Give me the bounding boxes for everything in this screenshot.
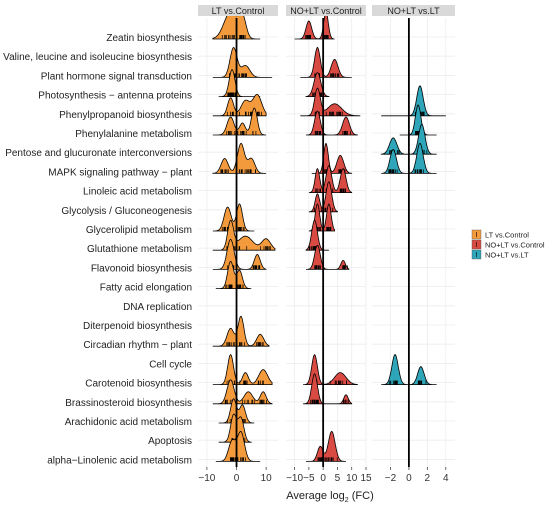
density-ridge [218,69,261,97]
panel-strip [286,5,366,16]
x-tick-label: 10 [261,473,273,484]
pathway-label: Glycerolipid metabolism [86,225,192,236]
x-tick-label: 0 [234,473,240,484]
pathway-label: Pentose and glucuronate interconversions [5,148,192,159]
pathway-label: Plant hormone signal transduction [41,71,192,82]
pathway-label: Glycolysis / Gluconeogenesis [61,206,192,217]
density-ridge [218,413,252,443]
x-axis-title-main: Average log [286,490,345,502]
density-ridge [215,260,252,289]
pathway-label: Phenylpropanoid biosynthesis [59,110,192,121]
x-tick-label: 5 [335,473,341,484]
ridges [212,11,446,462]
panel-strip [198,5,278,16]
pathway-label: Photosynthesis − antenna proteins [38,91,192,102]
x-tick-label: 2 [425,473,431,484]
x-tick-label: 10 [346,473,358,484]
pathway-label: Brassinosteroid biosynthesis [65,398,192,409]
x-tick-label: 4 [443,473,449,484]
pathway-label: Apoptosis [148,436,192,447]
x-axis-title: Average log2 (FC) [286,490,373,504]
density-ridge [381,85,446,117]
density-ridge [212,203,255,232]
x-tick-label: −5 [303,473,315,484]
pathway-labels: Zeatin biosynthesis Valine, leucine and i… [3,33,192,466]
x-tick-label: 0 [320,473,326,484]
density-ridge [305,219,329,251]
x-axis-title-suffix: (FC) [349,490,374,502]
density-ridge [212,238,267,270]
pathway-label: Phenylalanine metabolism [75,129,192,140]
density-ridge [303,354,358,385]
density-ridge [212,315,270,347]
density-ridge [306,244,350,270]
x-tick-label: −2 [385,473,397,484]
panel-strip-label: LT vs.Control [212,6,265,16]
x-tick-label: −10 [286,473,303,484]
pathway-label: Valine, leucine and isoleucine biosynthe… [3,52,192,63]
panel-strip [372,5,455,16]
panel-strip-label: NO+LT vs.LT [387,6,440,16]
pathway-label: Cell cycle [149,359,192,370]
density-ridge [212,354,273,385]
density-ridge [306,110,358,136]
density-ridge [399,104,437,136]
pathway-label: Flavonoid biosynthesis [91,263,192,274]
density-ridge [215,430,261,462]
legend-label: NO+LT vs.LT [485,251,529,260]
x-tick-label: 0 [406,473,412,484]
pathway-label: Zeatin biosynthesis [106,33,192,44]
panel-background [372,18,455,467]
density-ridge [303,373,353,405]
pathway-label: MAPK signaling pathway − plant [48,167,192,178]
density-ridge [308,165,353,193]
legend-label: LT vs.Control [485,231,529,240]
density-ridge [300,46,352,78]
panel-strip-label: NO+LT vs.Control [290,6,361,16]
pathway-label: Diterpenoid biosynthesis [83,321,192,332]
pathway-label: Linoleic acid metabolism [83,187,192,198]
zero-lines [235,18,410,467]
x-axes: −10 0 10 −10 −5 0 5 10 15 −2 0 2 4 [198,467,449,484]
x-axis-title-subscript: 2 [345,497,349,504]
density-ridge [212,219,276,251]
density-ridge [212,142,267,174]
pathway-label: Fatty acid elongation [100,283,192,294]
panel-background [286,18,366,467]
density-ridge [300,87,361,117]
pathway-label: Circadian rhythm − plant [83,340,192,351]
density-ridge [306,430,346,462]
density-ridge [294,11,335,40]
pathway-label: Arachidonic acid metabolism [65,417,192,428]
legend-label: NO+LT vs.Control [485,241,545,250]
density-ridge [212,47,273,78]
density-ridge [212,379,273,405]
panel-strips: LT vs.Control NO+LT vs.Control NO+LT vs.LT [198,5,455,16]
pathway-label: DNA replication [123,302,192,313]
x-tick-label: −10 [198,473,215,484]
x-tick-label: 15 [360,473,372,484]
density-ridge [305,72,330,97]
pathway-label: Glutathione metabolism [87,244,192,255]
pathway-label: Carotenoid biosynthesis [85,379,192,390]
density-ridge [212,107,267,136]
pathway-label: alpha−Linolenic acid metabolism [47,455,192,466]
